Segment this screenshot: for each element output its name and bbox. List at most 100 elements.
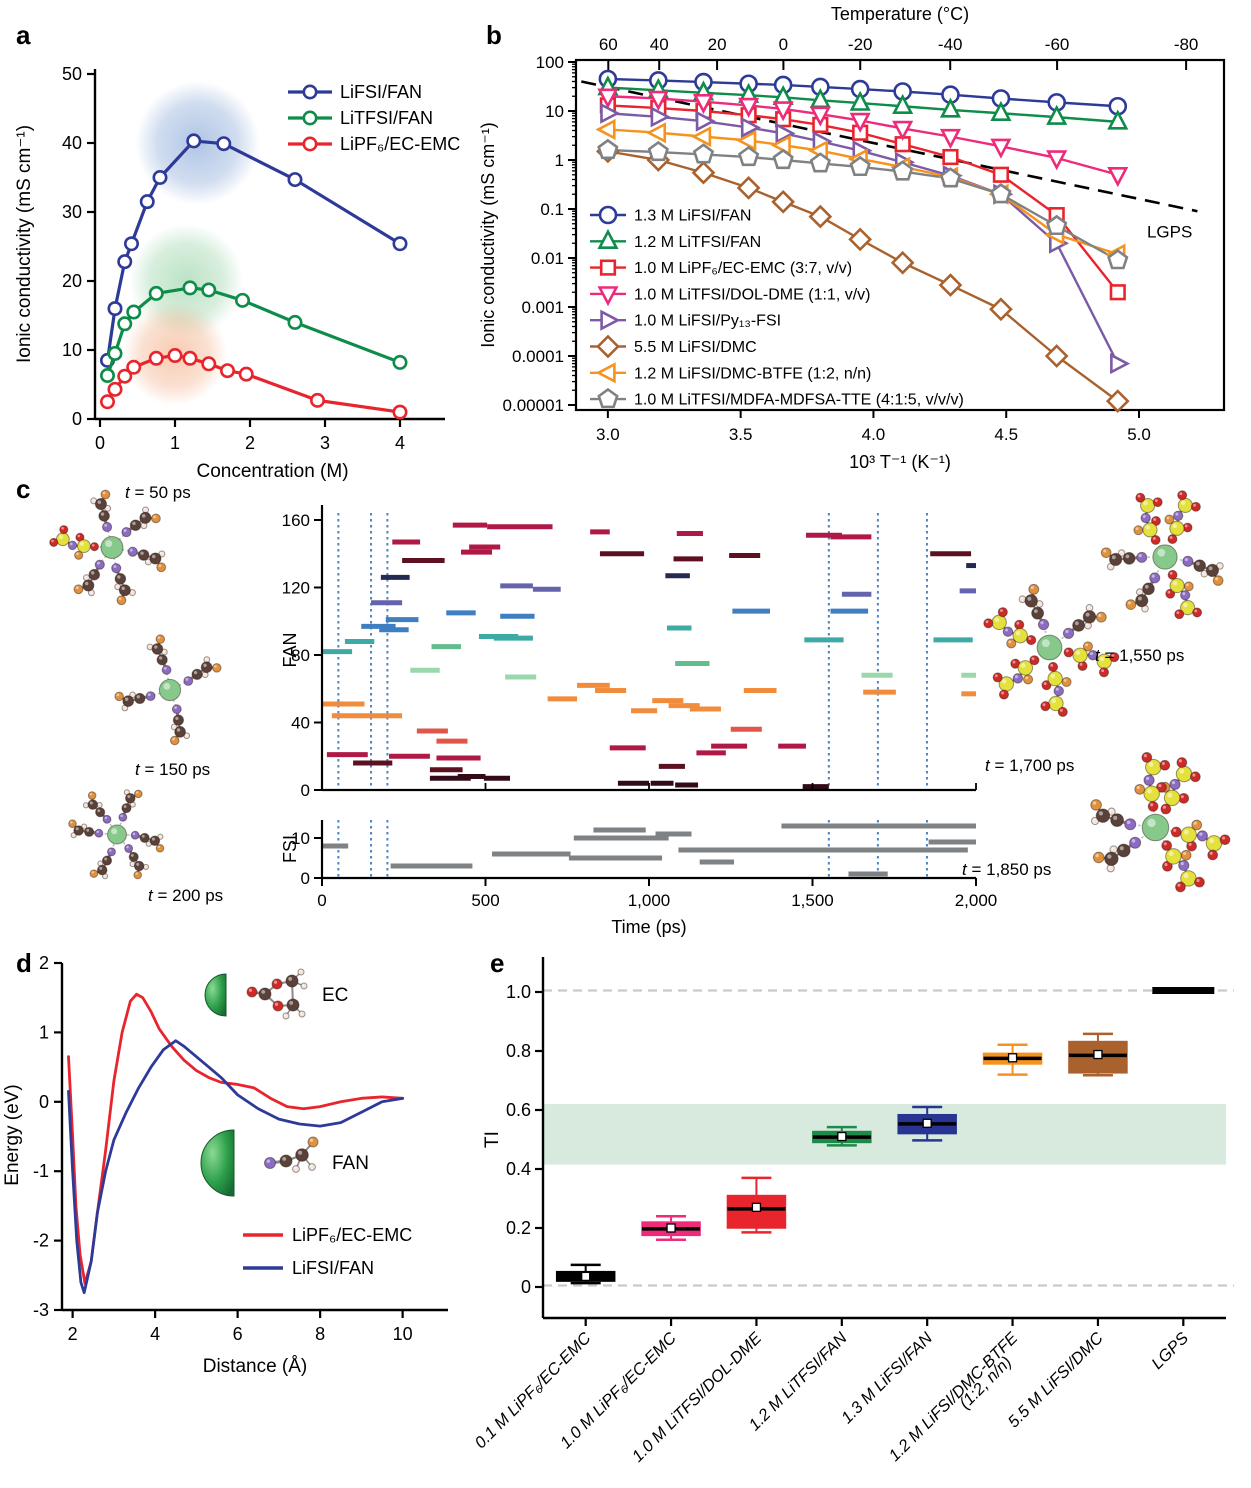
series-LiFSI/FAN	[67, 1039, 405, 1295]
svg-text:5.5 M LiFSI/DMC: 5.5 M LiFSI/DMC	[634, 339, 757, 356]
chart-d-svg: 2 4 6 8 10 -3 -2 -1 0 1 2 Distance (Å) Energy (eV) EC…	[2, 953, 448, 1377]
snapshot-lines	[337, 513, 928, 878]
svg-text:EC: EC	[322, 985, 348, 1006]
svg-text:10: 10	[291, 829, 310, 848]
panel-label-e: e	[490, 948, 505, 978]
svg-text:LiFSI/FAN: LiFSI/FAN	[292, 1258, 374, 1278]
svg-text:1.0 M LiTFSI/MDFA-MDFSA-TTE (4: 1.0 M LiTFSI/MDFA-MDFSA-TTE (4:1:5, v/v/…	[634, 392, 964, 409]
svg-text:1,000: 1,000	[628, 891, 671, 910]
legend: LiFSI/FAN LiTFSI/FAN LiPF₆/EC-EMC	[288, 82, 460, 154]
svg-text:LiPF₆/EC-EMC: LiPF₆/EC-EMC	[340, 134, 460, 154]
svg-text:LiTFSI/FAN: LiTFSI/FAN	[340, 108, 433, 128]
svg-text:50: 50	[62, 64, 82, 84]
snapshot-time-label: t = 1,550 ps	[1095, 646, 1185, 665]
svg-text:0.8: 0.8	[506, 1041, 531, 1061]
legend: LiPF₆/EC-EMC LiFSI/FAN	[243, 1225, 412, 1278]
svg-text:0: 0	[779, 35, 788, 54]
svg-text:10: 10	[393, 1324, 413, 1344]
svg-text:0.00001: 0.00001	[503, 396, 564, 415]
series-markers	[595, 69, 1131, 413]
atoms	[1100, 490, 1224, 620]
svg-text:30: 30	[62, 202, 82, 222]
panel-label-c: c	[16, 474, 31, 504]
molecule-snapshot-left-1	[114, 634, 222, 746]
svg-text:1: 1	[170, 433, 180, 453]
svg-text:20: 20	[62, 271, 82, 291]
svg-text:4.5: 4.5	[994, 425, 1018, 444]
svg-text:100: 100	[536, 53, 564, 72]
atoms	[1090, 752, 1231, 893]
svg-text:1.0 M LiFSI/Py₁₃-FSI: 1.0 M LiFSI/Py₁₃-FSI	[634, 313, 781, 330]
inset-fan: FAN	[200, 1129, 369, 1197]
svg-text:Distance (Å): Distance (Å)	[203, 1356, 308, 1377]
svg-text:0: 0	[95, 433, 105, 453]
svg-text:Ionic conductivity (mS cm⁻¹): Ionic conductivity (mS cm⁻¹)	[14, 125, 35, 363]
chart-c-svg: 0 40 80 120 160 FAN 0 10 0 500 1,000 1,500 2,000 FSI T…	[280, 505, 997, 937]
panel-label-a: a	[16, 20, 31, 50]
svg-text:0: 0	[72, 409, 82, 429]
svg-text:160: 160	[282, 511, 310, 530]
svg-text:1.3 M LiFSI/FAN: 1.3 M LiFSI/FAN	[634, 208, 751, 225]
series-LiPF₆/EC-EMC	[100, 348, 408, 420]
svg-text:10: 10	[545, 102, 564, 121]
svg-text:10: 10	[62, 340, 82, 360]
svg-text:-60: -60	[1045, 35, 1070, 54]
svg-text:0: 0	[317, 891, 326, 910]
svg-text:500: 500	[471, 891, 499, 910]
svg-text:FAN: FAN	[280, 632, 300, 667]
svg-text:0.0001: 0.0001	[512, 347, 564, 366]
svg-text:5.5 M LiFSI/DMC: 5.5 M LiFSI/DMC	[1005, 1329, 1107, 1431]
svg-text:1,500: 1,500	[791, 891, 834, 910]
svg-text:4.0: 4.0	[862, 425, 886, 444]
atoms	[983, 583, 1120, 717]
fan-segments	[322, 522, 976, 790]
axes: 60 40 20 0 -20 -40 -60 -80 Temperature (°C) 3.0 3.…	[478, 4, 1226, 472]
svg-text:40: 40	[650, 35, 669, 54]
svg-text:LGPS: LGPS	[1147, 223, 1192, 242]
svg-text:-80: -80	[1174, 35, 1199, 54]
svg-text:LGPS: LGPS	[1148, 1329, 1192, 1373]
svg-text:-40: -40	[938, 35, 963, 54]
svg-text:1.0: 1.0	[506, 982, 531, 1002]
legend: 1.3 M LiFSI/FAN 1.2 M LiTFSI/FAN 1.0 M LiP…	[590, 205, 964, 409]
svg-text:4: 4	[150, 1324, 160, 1344]
molecule-snapshot-left-0	[49, 489, 167, 606]
lgps-line: LGPS	[581, 80, 1198, 242]
svg-text:20: 20	[708, 35, 727, 54]
svg-text:Time (ps): Time (ps)	[611, 917, 686, 937]
svg-text:10³ T⁻¹ (K⁻¹): 10³ T⁻¹ (K⁻¹)	[849, 452, 951, 472]
svg-text:Concentration (M): Concentration (M)	[196, 461, 348, 482]
svg-text:0.01: 0.01	[531, 249, 564, 268]
axes: 0 0.2 0.4 0.6 0.8 1.0 TI	[482, 957, 1226, 1320]
svg-text:40: 40	[62, 133, 82, 153]
series-LiFSI/FAN	[100, 133, 408, 368]
svg-text:Temperature (°C): Temperature (°C)	[831, 4, 969, 24]
svg-text:60: 60	[599, 35, 618, 54]
svg-text:3.0: 3.0	[596, 425, 620, 444]
svg-text:80: 80	[291, 646, 310, 665]
svg-text:2: 2	[245, 433, 255, 453]
svg-text:0.1: 0.1	[540, 200, 564, 219]
svg-text:2: 2	[68, 1324, 78, 1344]
chart-b-svg: 60 40 20 0 -20 -40 -60 -80 Temperature (°C) 3.0 3.…	[478, 4, 1226, 472]
svg-text:1.2 M LiTFSI/FAN: 1.2 M LiTFSI/FAN	[634, 234, 761, 251]
svg-text:-3: -3	[33, 1300, 49, 1320]
molecule-snapshot-right-1	[983, 583, 1120, 717]
atoms	[49, 489, 167, 606]
svg-text:0.001: 0.001	[521, 298, 564, 317]
svg-text:FAN: FAN	[332, 1153, 369, 1174]
svg-text:LiPF₆/EC-EMC: LiPF₆/EC-EMC	[292, 1225, 412, 1245]
inset-ec: EC	[204, 968, 348, 1020]
boxes	[555, 987, 1215, 1285]
svg-text:3.5: 3.5	[729, 425, 753, 444]
snapshot-time-label: t = 150 ps	[135, 760, 211, 779]
snapshot-time-label: t = 200 ps	[148, 886, 224, 905]
svg-text:TI: TI	[482, 1131, 503, 1148]
svg-text:2: 2	[39, 953, 49, 973]
svg-text:Energy (eV): Energy (eV)	[2, 1084, 23, 1185]
svg-text:0: 0	[301, 869, 310, 888]
fsi-segments	[322, 823, 976, 877]
